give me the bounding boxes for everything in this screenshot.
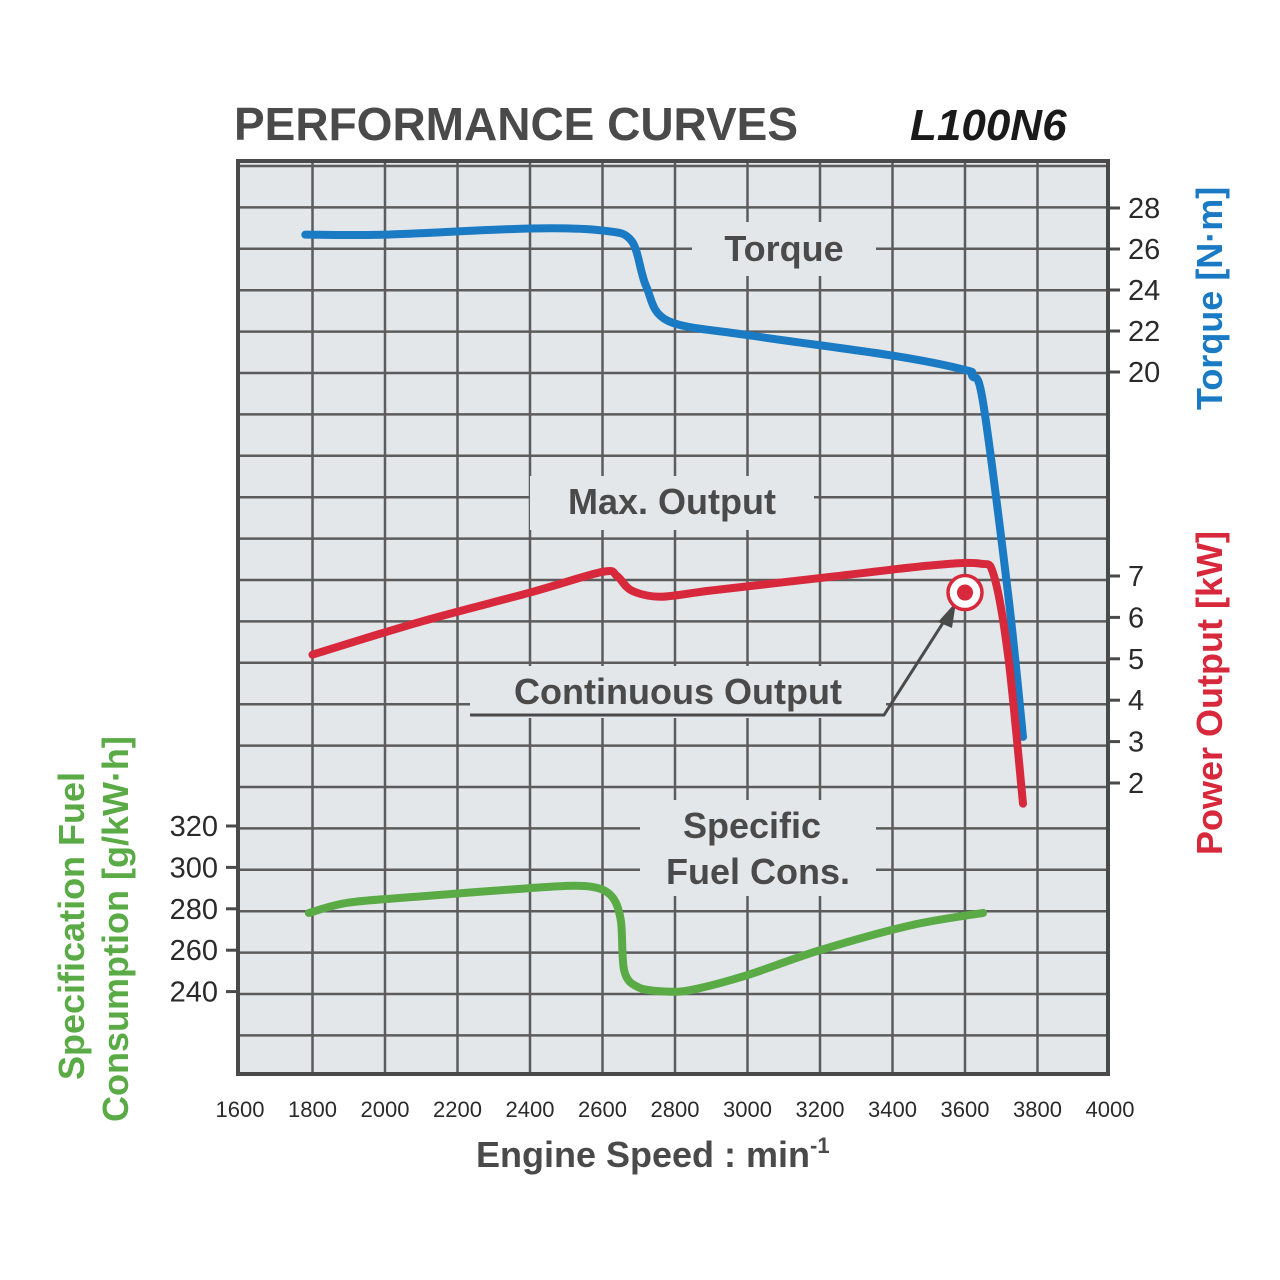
torque-label: Torque: [724, 228, 843, 269]
torque-curve: [301, 224, 1027, 741]
x-tick-label: 3800: [1013, 1097, 1062, 1122]
x-axis-ticks: 1600 1800 2000 2200 2400 2600 2800 3000 3200 3400…: [216, 1097, 1135, 1122]
x-axis-label: Engine Speed : min-1: [476, 1133, 830, 1175]
torque-tick-label: 20: [1128, 357, 1160, 389]
fuel-tick-label: 320: [170, 811, 218, 843]
torque-tick-label: 24: [1128, 275, 1160, 307]
max-output-label: Max. Output: [568, 481, 776, 522]
x-axis-label-sup: -1: [810, 1133, 830, 1158]
fuel-tick-label: 260: [170, 935, 218, 967]
fuel-label-bg: [640, 800, 876, 896]
x-tick-label: 1600: [216, 1097, 265, 1122]
torque-tick-label: 22: [1128, 316, 1160, 348]
x-tick-label: 2400: [506, 1097, 555, 1122]
continuous-output-label-bg: [470, 666, 886, 718]
power-tick-label: 4: [1128, 685, 1144, 717]
torque-label-bg: [692, 222, 876, 276]
fuel-tick-label: 240: [170, 977, 218, 1009]
fuel-tick-label: 280: [170, 894, 218, 926]
x-tick-label: 3200: [796, 1097, 845, 1122]
fuel-axis-label-line1: Specification Fuel: [51, 772, 92, 1080]
fuel-label-line2: Fuel Cons.: [666, 851, 850, 892]
continuous-output-arrowhead: [938, 602, 956, 628]
model-name: L100N6: [910, 101, 1067, 150]
power-tick-label: 3: [1128, 727, 1144, 759]
max-output-label-bg: [530, 476, 814, 530]
torque-axis-ticks: 28 26 24 22 20: [1108, 193, 1160, 389]
fuel-axis-label-line2: Consumption [g/kW·h]: [95, 736, 136, 1122]
torque-tick-label: 26: [1128, 234, 1160, 266]
power-tick-label: 7: [1128, 561, 1144, 593]
x-tick-label: 2800: [651, 1097, 700, 1122]
torque-axis-label: Torque [N·m]: [1189, 187, 1230, 410]
chart-title: PERFORMANCE CURVES: [234, 98, 798, 150]
continuous-output-label: Continuous Output: [514, 671, 842, 712]
fuel-axis-ticks: 320 300 280 260 240: [170, 811, 238, 1009]
power-tick-label: 2: [1128, 768, 1144, 800]
continuous-output-leader: [470, 611, 952, 717]
specific-fuel-cons-curve: [304, 881, 988, 996]
power-axis-ticks: 7 6 5 4 3 2: [1108, 561, 1144, 800]
max-output-curve: [308, 558, 1027, 808]
x-tick-label: 2000: [361, 1097, 410, 1122]
continuous-output-point: [957, 584, 973, 601]
series-group: [301, 224, 1027, 996]
x-tick-label: 3600: [941, 1097, 990, 1122]
x-tick-label: 2600: [578, 1097, 627, 1122]
fuel-tick-label: 300: [170, 852, 218, 884]
power-tick-label: 5: [1128, 644, 1144, 676]
fuel-label-line1: Specific: [683, 805, 821, 846]
x-tick-label: 1800: [288, 1097, 337, 1122]
plot-area: [238, 161, 1108, 1074]
x-tick-label: 3000: [723, 1097, 772, 1122]
power-axis-label: Power Output [kW]: [1189, 531, 1230, 855]
x-tick-label: 3400: [868, 1097, 917, 1122]
torque-tick-label: 28: [1128, 193, 1160, 225]
x-tick-label: 2200: [433, 1097, 482, 1122]
x-axis-label-text: Engine Speed : min: [476, 1134, 810, 1175]
power-tick-label: 6: [1128, 602, 1144, 634]
x-tick-label: 4000: [1086, 1097, 1135, 1122]
